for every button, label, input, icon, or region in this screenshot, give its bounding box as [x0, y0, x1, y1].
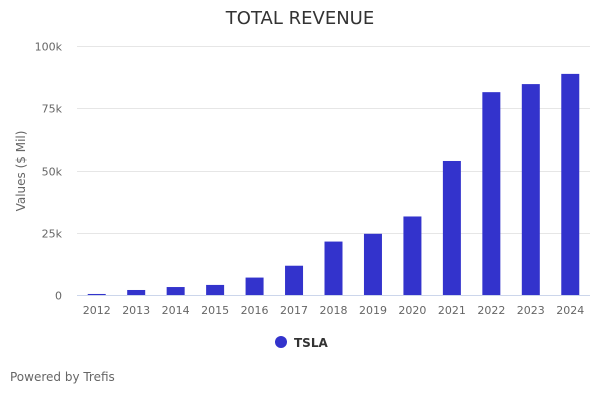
x-tick-label: 2013 [122, 304, 150, 317]
bars [87, 73, 580, 295]
x-tick-label: 2015 [201, 304, 229, 317]
y-tick-label: 25k [42, 228, 63, 241]
bar-2023[interactable] [521, 84, 540, 295]
x-tick-label: 2019 [359, 304, 387, 317]
x-tick-label: 2012 [83, 304, 111, 317]
y-tick-label: 0 [55, 290, 62, 303]
y-tick-label: 50k [42, 166, 63, 179]
bar-2022[interactable] [482, 92, 501, 295]
bar-2013[interactable] [127, 289, 146, 295]
x-tick-label: 2023 [517, 304, 545, 317]
bar-2016[interactable] [245, 277, 264, 295]
grid-lines [77, 46, 590, 234]
bar-2019[interactable] [363, 233, 382, 295]
bar-2017[interactable] [285, 265, 304, 295]
x-tick-label: 2016 [241, 304, 269, 317]
bar-2021[interactable] [442, 160, 461, 295]
legend[interactable]: TSLA [275, 336, 328, 350]
y-tick-label: 100k [35, 41, 63, 54]
bar-2018[interactable] [324, 241, 343, 295]
x-tick-label: 2020 [398, 304, 426, 317]
bar-2012[interactable] [87, 293, 106, 295]
x-tick-label: 2022 [477, 304, 505, 317]
y-tick-label: 75k [42, 103, 63, 116]
bar-2014[interactable] [166, 287, 185, 295]
x-tick-label: 2024 [556, 304, 584, 317]
bar-2024[interactable] [561, 73, 580, 295]
y-axis-ticks: 0 25k 50k 75k 100k [35, 41, 63, 303]
powered-by-credit[interactable]: Powered by Trefis [10, 370, 115, 384]
legend-marker [275, 336, 287, 348]
x-tick-label: 2014 [162, 304, 190, 317]
legend-label[interactable]: TSLA [294, 336, 328, 350]
x-axis-ticks: 2012 2013 2014 2015 2016 2017 2018 2019 2020 2021… [83, 304, 585, 317]
bar-2020[interactable] [403, 216, 422, 295]
x-tick-label: 2017 [280, 304, 308, 317]
chart-title: TOTAL REVENUE [225, 8, 374, 29]
y-axis-title: Values ($ Mil) [14, 131, 28, 212]
x-tick-label: 2018 [320, 304, 348, 317]
bar-2015[interactable] [206, 284, 225, 295]
x-tick-label: 2021 [438, 304, 466, 317]
